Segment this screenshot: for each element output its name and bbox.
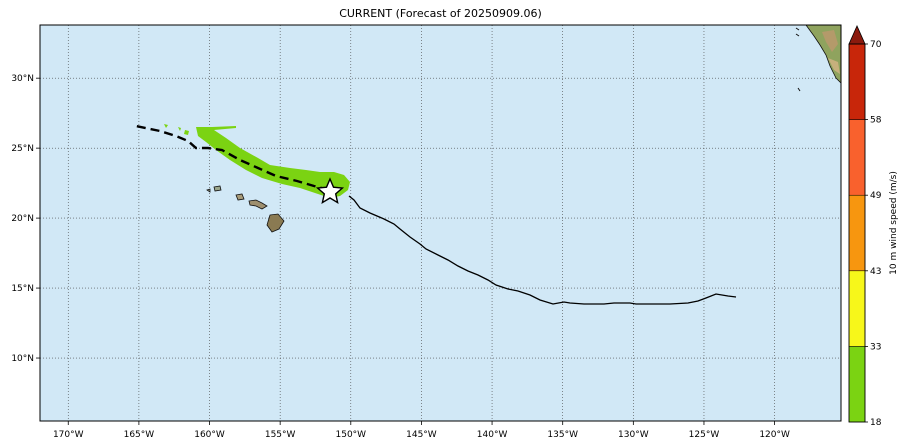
colorbar-tick-label: 18 <box>870 418 882 428</box>
colorbar-tick-label: 58 <box>870 116 882 126</box>
ocean <box>40 25 841 421</box>
lat-tick-label: 15°N <box>11 284 34 294</box>
colorbar-label: 10 m wind speed (m/s) <box>889 171 899 275</box>
colorbar-segment <box>848 194 866 272</box>
island-niihau <box>206 188 211 193</box>
colorbar-tick-label: 49 <box>870 191 882 201</box>
colorbar-tick-label: 43 <box>870 267 881 277</box>
lat-tick-label: 30°N <box>11 74 34 84</box>
island-oahu <box>235 193 245 201</box>
track-past <box>348 195 737 305</box>
lon-tick-label: 135°W <box>547 430 578 440</box>
lon-tick-label: 150°W <box>336 430 367 440</box>
lon-tick-label: 120°W <box>759 430 790 440</box>
lon-tick-label: 155°W <box>265 430 296 440</box>
hawaiian-islands <box>206 185 285 233</box>
colorbar-segment <box>848 43 866 120</box>
star-icon <box>315 177 345 205</box>
map-panel: 170°W 165°W 160°W 155°W 150°W 145°W 140°W 135°W… <box>11 24 842 440</box>
track-forecast <box>135 124 330 192</box>
lat-tick-label: 25°N <box>11 144 34 154</box>
colorbar: 18 33 43 49 58 70 10 m wind speed (m/s) <box>848 25 899 428</box>
island-kauai <box>213 185 222 192</box>
lon-tick-label: 130°W <box>618 430 649 440</box>
wind-swath <box>164 124 350 198</box>
island-hawaii <box>266 213 285 233</box>
colorbar-extend-triangle <box>848 25 866 45</box>
colorbar-frame <box>848 43 866 423</box>
colorbar-tick-label: 70 <box>870 40 882 50</box>
lat-axis: 30°N 25°N 20°N 15°N 10°N <box>11 74 40 364</box>
lon-tick-label: 140°W <box>477 430 508 440</box>
lon-axis: 170°W 165°W 160°W 155°W 150°W 145°W 140°W 135°W… <box>53 421 790 440</box>
colorbar-segment <box>848 346 866 423</box>
map-frame <box>39 24 842 422</box>
map-title: CURRENT (Forecast of 20250909.06) <box>339 7 542 20</box>
lon-tick-label: 125°W <box>689 430 720 440</box>
lon-tick-label: 145°W <box>406 430 437 440</box>
lon-tick-label: 170°W <box>53 430 84 440</box>
colorbar-tick-label: 33 <box>870 342 881 352</box>
lon-tick-label: 160°W <box>194 430 225 440</box>
island-maui-group <box>248 199 268 210</box>
colorbar-segment <box>848 119 866 196</box>
colorbar-segment <box>848 270 866 347</box>
lon-tick-label: 165°W <box>124 430 155 440</box>
lat-tick-label: 20°N <box>11 214 34 224</box>
lat-tick-label: 10°N <box>11 354 34 364</box>
